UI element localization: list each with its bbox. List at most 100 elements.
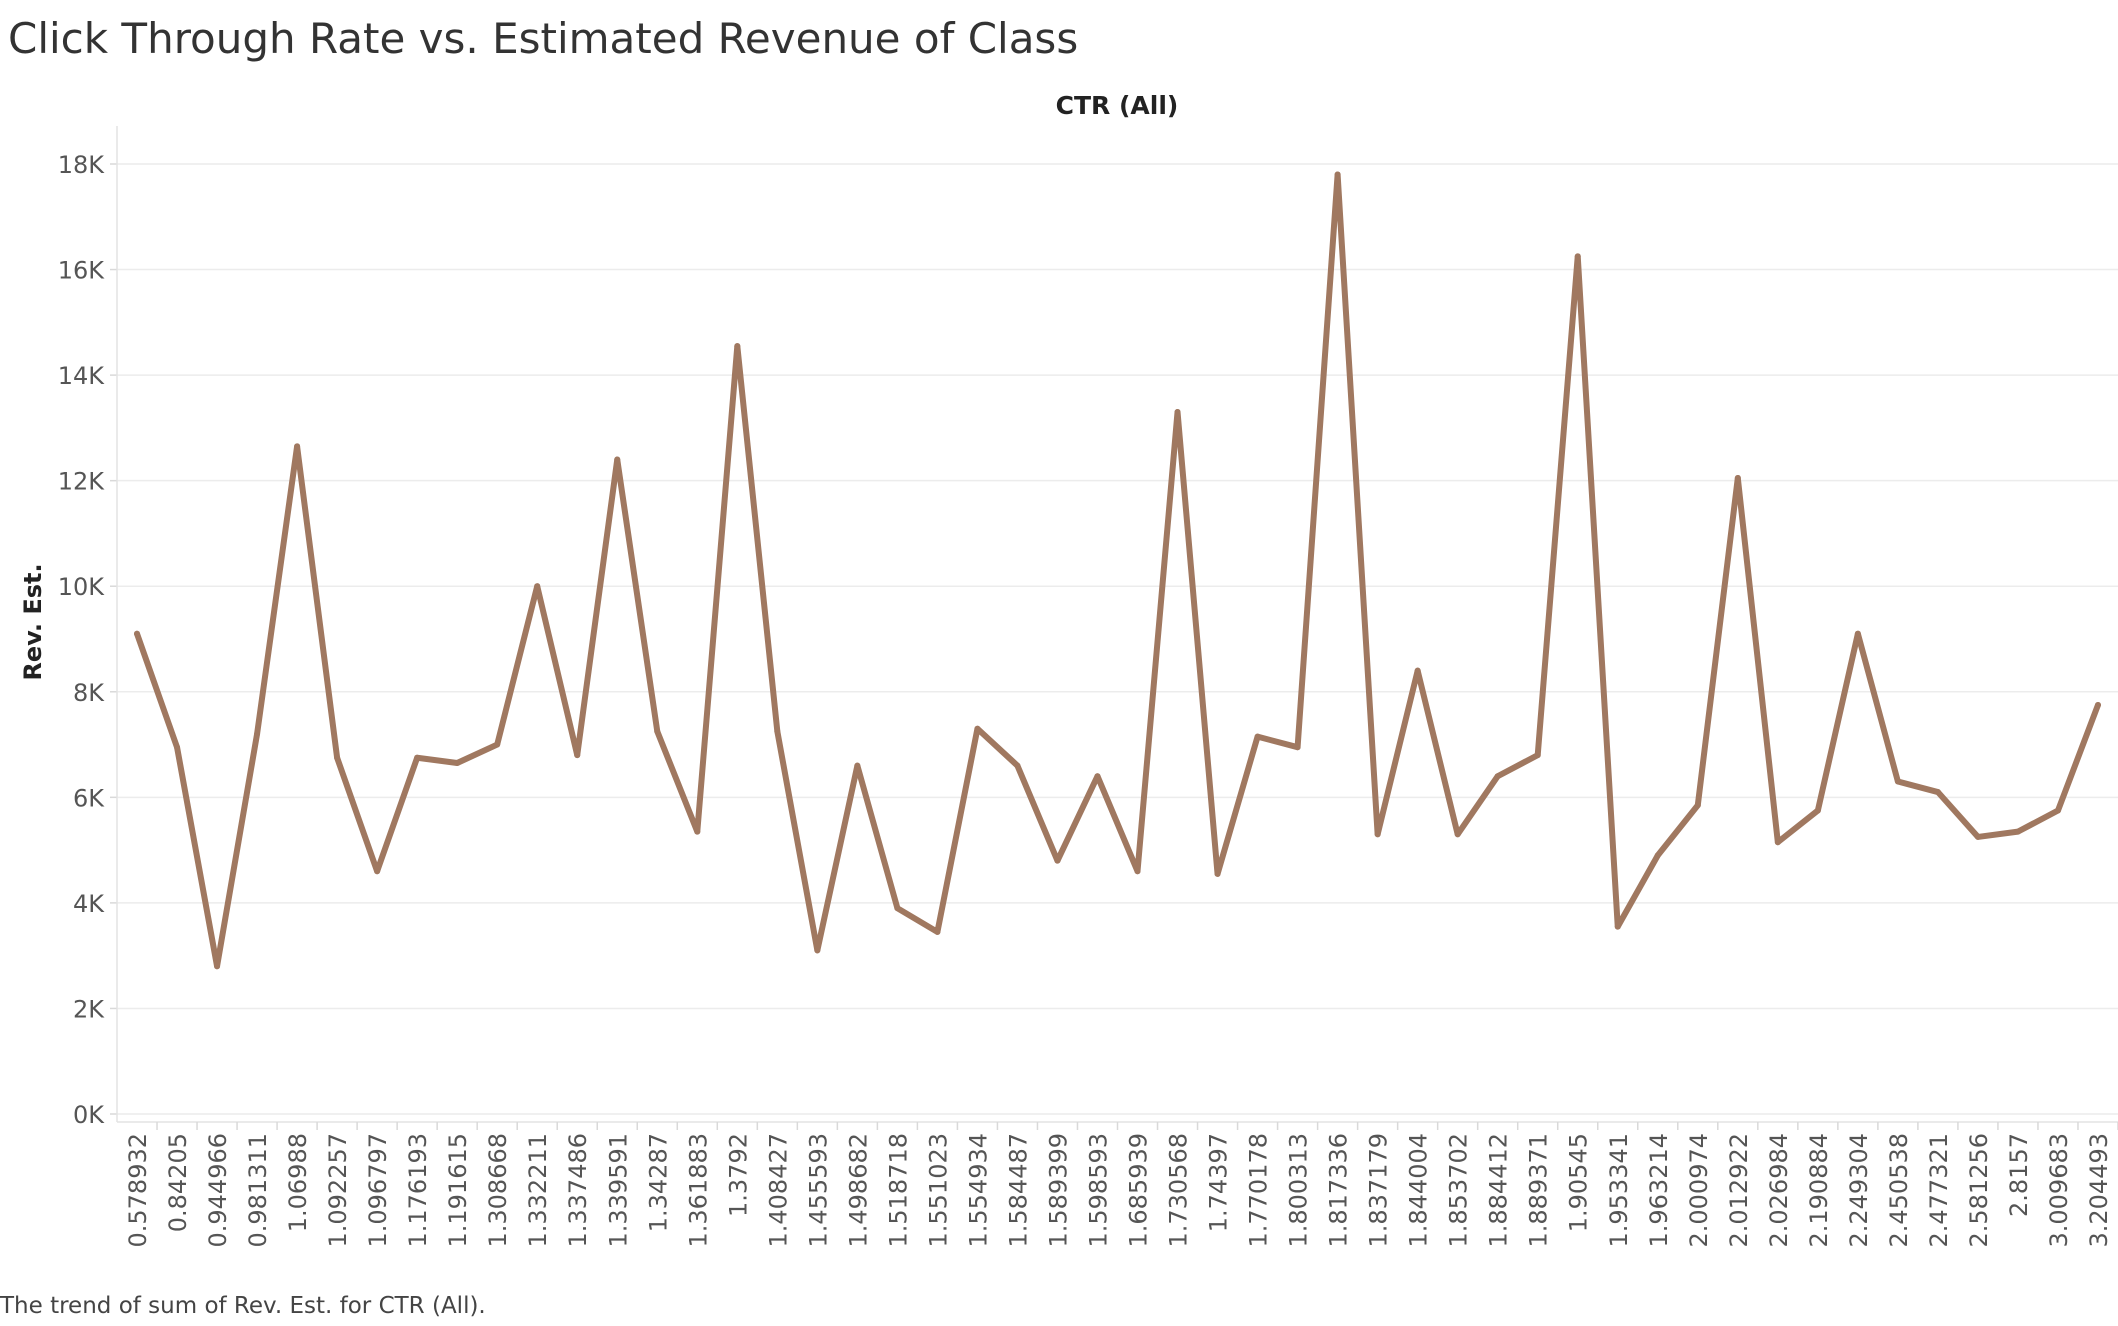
x-tick-label: 0.944966 [204, 1133, 232, 1248]
chart-caption: The trend of sum of Rev. Est. for CTR (A… [0, 1293, 486, 1319]
chart-title: Click Through Rate vs. Estimated Revenue… [8, 14, 1079, 63]
data-point[interactable] [2094, 701, 2101, 708]
gridlines [117, 163, 2118, 1115]
x-tick-label: 3.009683 [2045, 1133, 2073, 1248]
data-point[interactable] [494, 741, 501, 748]
axes [110, 126, 2118, 1130]
x-tick-label: 1.889371 [1525, 1133, 1553, 1248]
y-tick-label: 4K [73, 890, 105, 918]
data-point[interactable] [1534, 752, 1541, 759]
x-tick-label: 1.332211 [524, 1133, 552, 1248]
series-line [134, 171, 2101, 970]
data-point[interactable] [1894, 778, 1901, 785]
data-point[interactable] [134, 630, 141, 637]
data-point[interactable] [1214, 870, 1221, 877]
x-tick-label: 2.000974 [1685, 1133, 1713, 1248]
column-header: CTR (All) [1056, 91, 1179, 120]
data-point[interactable] [814, 947, 821, 954]
x-tick-label: 1.06988 [284, 1133, 312, 1232]
data-point[interactable] [1494, 773, 1501, 780]
x-tick-label: 0.578932 [124, 1133, 152, 1248]
x-tick-label: 2.012922 [1725, 1133, 1753, 1248]
data-point[interactable] [694, 828, 701, 835]
data-point[interactable] [294, 443, 301, 450]
data-point[interactable] [574, 752, 581, 759]
x-tick-label: 0.84205 [164, 1133, 192, 1232]
data-point[interactable] [1854, 630, 1861, 637]
x-tick-label: 1.584487 [1004, 1133, 1032, 1248]
data-point[interactable] [1574, 253, 1581, 260]
data-point[interactable] [174, 744, 181, 751]
x-tick-labels: 0.578932 0.84205 0.944966 0.981311 1.06988 1.… [124, 1133, 2113, 1248]
data-point[interactable] [1374, 831, 1381, 838]
data-point[interactable] [1174, 409, 1181, 416]
data-point[interactable] [454, 760, 461, 767]
x-tick-label: 1.361883 [684, 1133, 712, 1248]
y-tick-label: 0K [73, 1101, 105, 1129]
x-tick-label: 2.190884 [1805, 1133, 1833, 1248]
x-tick-label: 1.092257 [324, 1133, 352, 1248]
x-tick-label: 1.096797 [364, 1133, 392, 1248]
data-point[interactable] [1774, 839, 1781, 846]
data-point[interactable] [254, 731, 261, 737]
data-point[interactable] [414, 754, 421, 761]
data-point[interactable] [1814, 807, 1821, 814]
x-tick-label: 1.730568 [1165, 1133, 1193, 1248]
data-point[interactable] [1254, 733, 1261, 740]
data-point[interactable] [2014, 828, 2021, 835]
data-point[interactable] [1094, 773, 1101, 780]
y-axis-label: Rev. Est. [19, 563, 47, 680]
data-point[interactable] [1654, 852, 1661, 859]
data-point[interactable] [1134, 868, 1141, 875]
data-point[interactable] [1054, 857, 1061, 864]
data-point[interactable] [1734, 475, 1741, 482]
x-tick-label: 2.026984 [1765, 1133, 1793, 1248]
data-point[interactable] [1974, 833, 1981, 840]
data-point[interactable] [1334, 171, 1341, 178]
data-point[interactable] [534, 583, 541, 590]
data-point[interactable] [1014, 762, 1021, 769]
data-point[interactable] [214, 963, 221, 970]
data-point[interactable] [334, 754, 341, 761]
x-tick-label: 1.685939 [1125, 1133, 1153, 1248]
series-line-layer [134, 171, 2101, 970]
data-point[interactable] [894, 905, 901, 912]
data-point[interactable] [1414, 667, 1421, 674]
x-tick-label: 1.817336 [1325, 1133, 1353, 1248]
data-point[interactable] [1454, 831, 1461, 838]
data-point[interactable] [374, 868, 381, 875]
x-tick-label: 2.450538 [1885, 1133, 1913, 1248]
data-point[interactable] [854, 762, 861, 769]
data-point[interactable] [1294, 744, 1301, 751]
x-tick-label: 1.963214 [1645, 1133, 1673, 1248]
x-tick-label: 2.8157 [2005, 1133, 2033, 1217]
y-tick-label: 18K [58, 151, 106, 179]
x-tick-label: 1.337486 [564, 1133, 592, 1248]
x-tick-label: 1.837179 [1365, 1133, 1393, 1248]
x-tick-label: 1.770178 [1245, 1133, 1273, 1248]
x-tick-label: 1.74397 [1205, 1133, 1233, 1232]
x-tick-label: 1.554934 [964, 1133, 992, 1248]
y-tick-label: 14K [58, 362, 106, 390]
x-tick-label: 1.518718 [884, 1133, 912, 1248]
data-point[interactable] [654, 728, 661, 735]
y-tick-label: 2K [73, 995, 105, 1023]
y-tick-label: 16K [58, 257, 106, 285]
data-point[interactable] [1694, 802, 1701, 809]
x-tick-label: 1.408427 [764, 1133, 792, 1248]
x-tick-label: 1.176193 [404, 1133, 432, 1248]
data-point[interactable] [974, 725, 981, 732]
x-tick-label: 1.498682 [844, 1133, 872, 1248]
data-point[interactable] [734, 343, 741, 350]
x-tick-label: 1.598593 [1084, 1133, 1112, 1248]
x-tick-label: 1.339591 [604, 1133, 632, 1248]
y-tick-label: 8K [73, 679, 105, 707]
data-point[interactable] [1614, 923, 1621, 930]
data-point[interactable] [1934, 789, 1941, 796]
data-point[interactable] [614, 456, 621, 463]
data-point[interactable] [2054, 807, 2061, 814]
x-tick-label: 3.204493 [2085, 1133, 2113, 1248]
data-point[interactable] [774, 728, 781, 735]
data-point[interactable] [934, 928, 941, 935]
